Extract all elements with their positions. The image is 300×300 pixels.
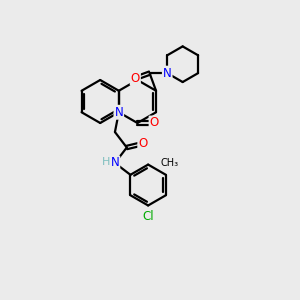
Text: N: N xyxy=(114,106,123,119)
Text: Cl: Cl xyxy=(142,210,154,223)
Text: O: O xyxy=(138,137,148,150)
Text: CH₃: CH₃ xyxy=(161,158,179,168)
Text: N: N xyxy=(111,157,119,169)
Text: O: O xyxy=(131,72,140,85)
Text: O: O xyxy=(150,116,159,130)
Text: H: H xyxy=(102,157,111,167)
Text: N: N xyxy=(163,67,172,80)
